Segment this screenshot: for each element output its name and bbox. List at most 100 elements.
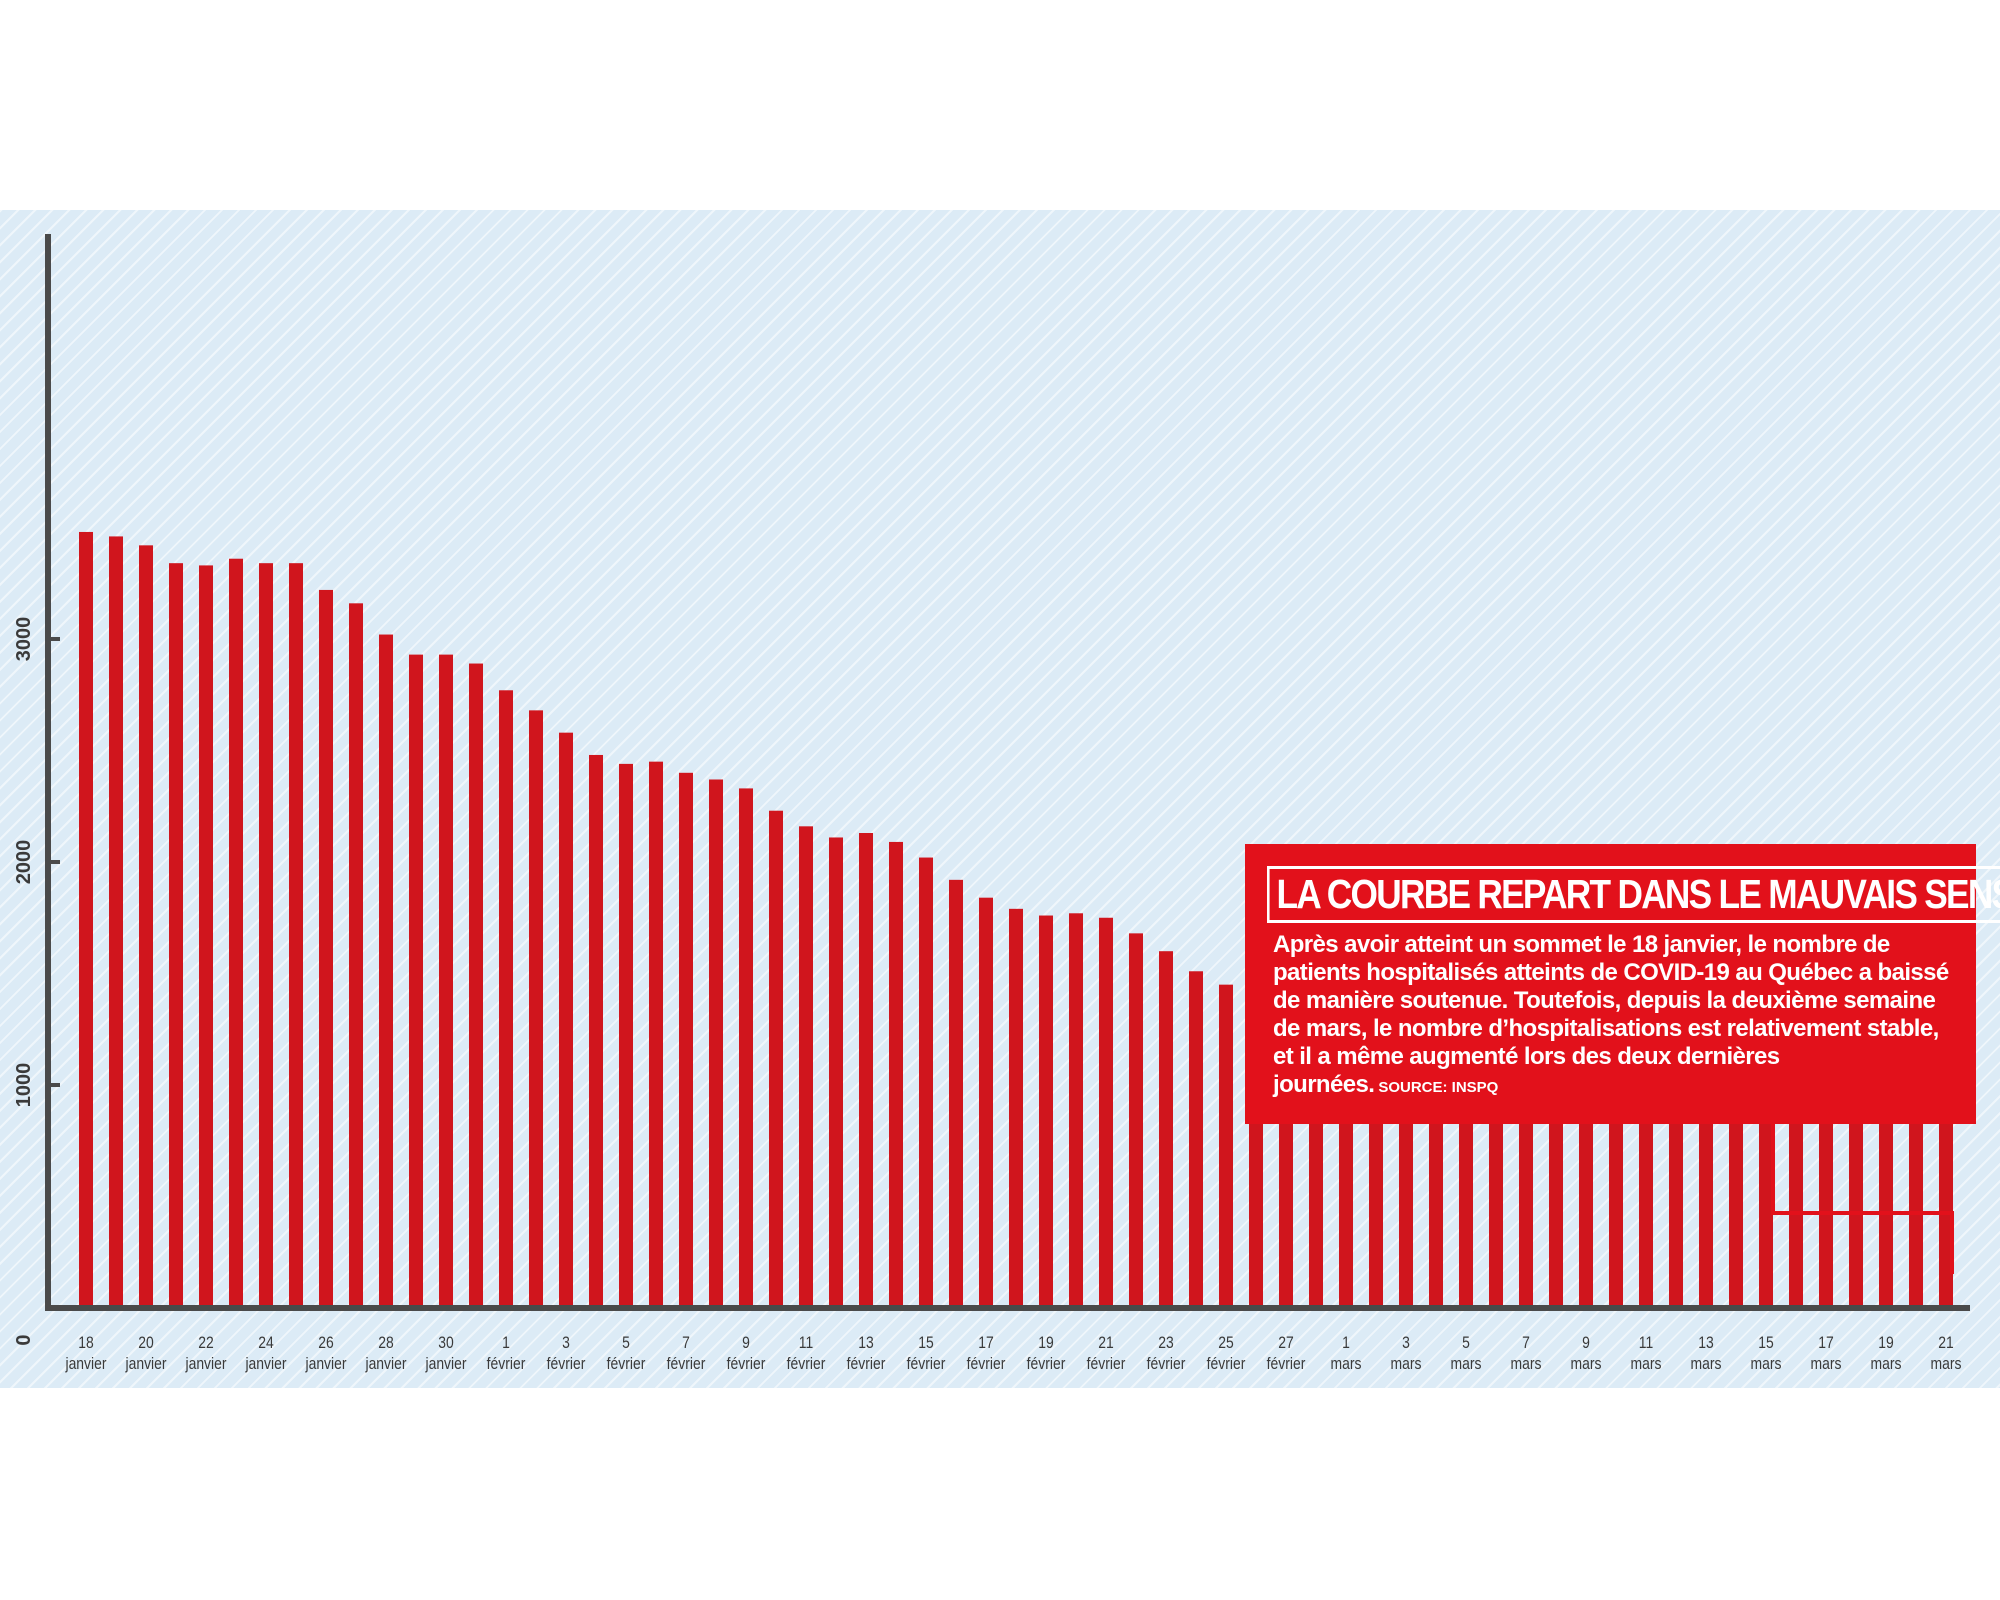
x-tick-day: 30 — [438, 1334, 454, 1353]
x-tick-day: 15 — [1758, 1334, 1773, 1353]
x-tick-day: 3 — [1402, 1334, 1410, 1353]
x-tick-month: janvier — [185, 1355, 227, 1374]
x-tick-day: 24 — [258, 1334, 274, 1353]
x-tick-month: février — [1147, 1355, 1186, 1374]
bar-52 — [1609, 1067, 1623, 1308]
bar-62 — [1909, 1096, 1923, 1308]
bar-16 — [529, 710, 543, 1308]
bar-20 — [649, 761, 663, 1308]
bar-54 — [1669, 1080, 1683, 1308]
bar-11 — [379, 634, 393, 1308]
bar-63 — [1939, 1085, 1953, 1308]
x-tick-day: 1 — [502, 1334, 510, 1353]
bar-38 — [1189, 971, 1203, 1308]
x-tick-month: mars — [1571, 1355, 1602, 1374]
x-tick-month: mars — [1511, 1355, 1542, 1374]
x-tick-day: 21 — [1098, 1334, 1113, 1353]
x-tick-labels: 18 janvier 20 janvier 22 janvier 24 janvier 26 ja… — [65, 1334, 1962, 1374]
x-tick-day: 11 — [799, 1334, 813, 1353]
bar-13 — [439, 654, 453, 1308]
x-tick-day: 26 — [318, 1334, 333, 1353]
x-tick-month: février — [487, 1355, 526, 1374]
x-tick-month: janvier — [245, 1355, 287, 1374]
y-tick-label: 2000 — [13, 840, 35, 885]
bar-19 — [619, 763, 633, 1308]
chart-panel: 0 1000 2000 3000 18 janvier 20 janvier 22 janvie… — [0, 210, 2000, 1388]
x-tick-month: février — [1267, 1355, 1306, 1374]
bar-chart: 0 1000 2000 3000 18 janvier 20 janvier 22 janvie… — [13, 234, 1970, 1374]
y-tick-label: 1000 — [13, 1063, 35, 1108]
bar-39 — [1219, 984, 1233, 1308]
x-tick-day: 20 — [138, 1334, 154, 1353]
bar-60 — [1849, 1095, 1863, 1308]
bar-59 — [1819, 1089, 1833, 1308]
x-tick-month: mars — [1931, 1355, 1962, 1374]
x-tick-month: février — [607, 1355, 646, 1374]
x-tick-month: janvier — [425, 1355, 467, 1374]
x-tick-month: février — [727, 1355, 766, 1374]
x-tick-month: février — [1087, 1355, 1126, 1374]
x-tick-day: 13 — [858, 1334, 873, 1353]
x-tick-day: 21 — [1938, 1334, 1953, 1353]
x-tick-day: 17 — [1818, 1334, 1833, 1353]
bar-34 — [1069, 913, 1083, 1308]
x-tick-month: mars — [1631, 1355, 1662, 1374]
x-tick-day: 17 — [978, 1334, 993, 1353]
x-tick-month: février — [907, 1355, 946, 1374]
x-tick-day: 7 — [682, 1334, 690, 1353]
y-tick-labels: 0 1000 2000 3000 — [13, 617, 60, 1346]
callout-title: LA COURBE REPART DANS LE MAUVAIS SENS — [1267, 866, 2000, 923]
x-tick-month: février — [547, 1355, 586, 1374]
x-tick-month: mars — [1871, 1355, 1902, 1374]
x-tick-day: 19 — [1878, 1334, 1893, 1353]
x-tick-month: janvier — [365, 1355, 407, 1374]
bar-35 — [1099, 917, 1113, 1308]
bar-33 — [1039, 915, 1053, 1308]
x-tick-month: février — [787, 1355, 826, 1374]
bar-18 — [589, 754, 603, 1308]
y-tick-label: 0 — [13, 1334, 35, 1345]
x-tick-day: 5 — [1462, 1334, 1470, 1353]
bar-31 — [979, 897, 993, 1308]
x-tick-day: 19 — [1038, 1334, 1053, 1353]
bar-10 — [349, 603, 363, 1308]
callout-body: Après avoir atteint un sommet le 18 janv… — [1267, 931, 1954, 1102]
x-tick-month: février — [847, 1355, 886, 1374]
bar-55 — [1699, 1080, 1713, 1308]
y-tick-label: 3000 — [13, 617, 35, 662]
bar-5 — [199, 565, 213, 1308]
bar-26 — [829, 837, 843, 1308]
callout-source: SOURCE: INSPQ — [1378, 1079, 1499, 1096]
bar-23 — [739, 788, 753, 1308]
bar-27 — [859, 833, 873, 1308]
x-tick-month: janvier — [305, 1355, 347, 1374]
x-tick-month: février — [1027, 1355, 1066, 1374]
bar-12 — [409, 654, 423, 1308]
callout-connector-line — [1771, 1124, 1954, 1274]
bar-7 — [259, 563, 273, 1308]
bar-61 — [1879, 1097, 1893, 1308]
bar-22 — [709, 779, 723, 1308]
x-tick-day: 1 — [1342, 1334, 1350, 1353]
x-tick-day: 15 — [918, 1334, 933, 1353]
x-tick-day: 5 — [622, 1334, 630, 1353]
callout-text: Après avoir atteint un sommet le 18 janv… — [1273, 931, 1949, 1098]
x-tick-month: février — [1207, 1355, 1246, 1374]
bar-37 — [1159, 951, 1173, 1308]
x-tick-day: 9 — [1582, 1334, 1590, 1353]
x-tick-month: janvier — [125, 1355, 167, 1374]
bar-28 — [889, 841, 903, 1308]
bar-6 — [229, 558, 243, 1308]
bar-15 — [499, 690, 513, 1308]
bar-8 — [289, 563, 303, 1308]
bar-53 — [1639, 1073, 1653, 1308]
axes-layer — [45, 234, 1970, 1311]
bar-1 — [79, 531, 93, 1308]
x-tick-day: 25 — [1218, 1334, 1233, 1353]
x-tick-month: mars — [1691, 1355, 1722, 1374]
bar-9 — [319, 589, 333, 1308]
bar-56 — [1729, 1080, 1743, 1308]
bar-4 — [169, 563, 183, 1308]
x-tick-day: 28 — [378, 1334, 393, 1353]
bar-17 — [559, 732, 573, 1308]
